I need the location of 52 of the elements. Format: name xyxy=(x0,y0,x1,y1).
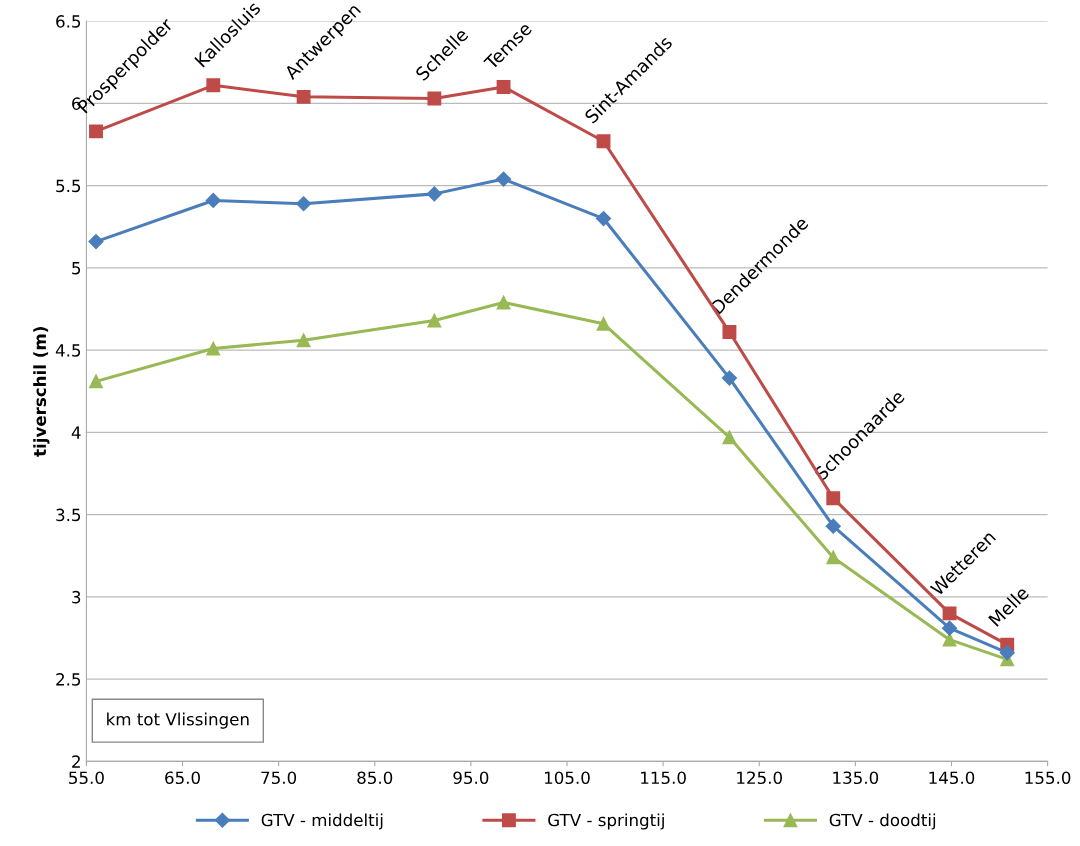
point xyxy=(721,370,738,386)
point xyxy=(89,374,103,389)
point xyxy=(942,606,957,621)
point xyxy=(88,234,104,250)
point xyxy=(496,80,511,94)
point xyxy=(496,295,511,310)
point xyxy=(595,210,612,227)
x-tick-label: 65.0 xyxy=(165,771,200,785)
y-tick-label: 2.5 xyxy=(56,673,81,686)
point xyxy=(206,341,221,356)
point xyxy=(941,620,958,636)
x-tick-label: 55.0 xyxy=(69,771,104,785)
x-tick-label: 135.0 xyxy=(833,771,879,785)
point xyxy=(999,645,1015,661)
point xyxy=(596,134,611,149)
point xyxy=(427,313,442,328)
point xyxy=(296,196,312,212)
x-tick-label: 145.0 xyxy=(929,771,975,785)
point xyxy=(206,78,221,93)
x-tick-label: 125.0 xyxy=(737,771,782,785)
y-tick-label: 4 xyxy=(71,426,81,439)
point xyxy=(495,171,512,187)
y-tick-label: 5.5 xyxy=(56,179,81,193)
x-tick-label: 95.0 xyxy=(453,771,489,785)
y-tick-label: 3 xyxy=(72,590,81,604)
point xyxy=(722,430,737,445)
point xyxy=(427,91,442,106)
legend-label: GTV - doodtij xyxy=(829,813,936,830)
point xyxy=(426,186,442,202)
point xyxy=(722,325,737,340)
legend-label: GTV - springtij xyxy=(548,813,664,830)
point xyxy=(296,89,311,104)
x-tick-label: 115.0 xyxy=(641,771,686,785)
y-tick-label: 4.5 xyxy=(55,344,81,357)
point xyxy=(89,124,103,139)
x-axis-title: km tot Vlissingen xyxy=(107,712,249,729)
point xyxy=(826,550,841,565)
point xyxy=(205,192,221,209)
x-tick-label: 85.0 xyxy=(357,771,393,785)
y-axis-title: tijverschil (m) xyxy=(33,327,50,457)
legend-label: GTV - middeltij xyxy=(261,813,383,830)
y-tick-label: 2 xyxy=(72,755,80,768)
x-tick-label: 75.0 xyxy=(261,771,297,785)
point xyxy=(942,632,957,647)
x-tick-label: 155.0 xyxy=(1025,771,1071,785)
point xyxy=(296,333,311,348)
point xyxy=(825,518,841,534)
point xyxy=(596,316,611,331)
y-tick-label: 5 xyxy=(72,262,81,275)
point xyxy=(826,491,841,506)
y-tick-label: 3.5 xyxy=(56,508,81,522)
x-tick-label: 105.0 xyxy=(544,771,590,785)
